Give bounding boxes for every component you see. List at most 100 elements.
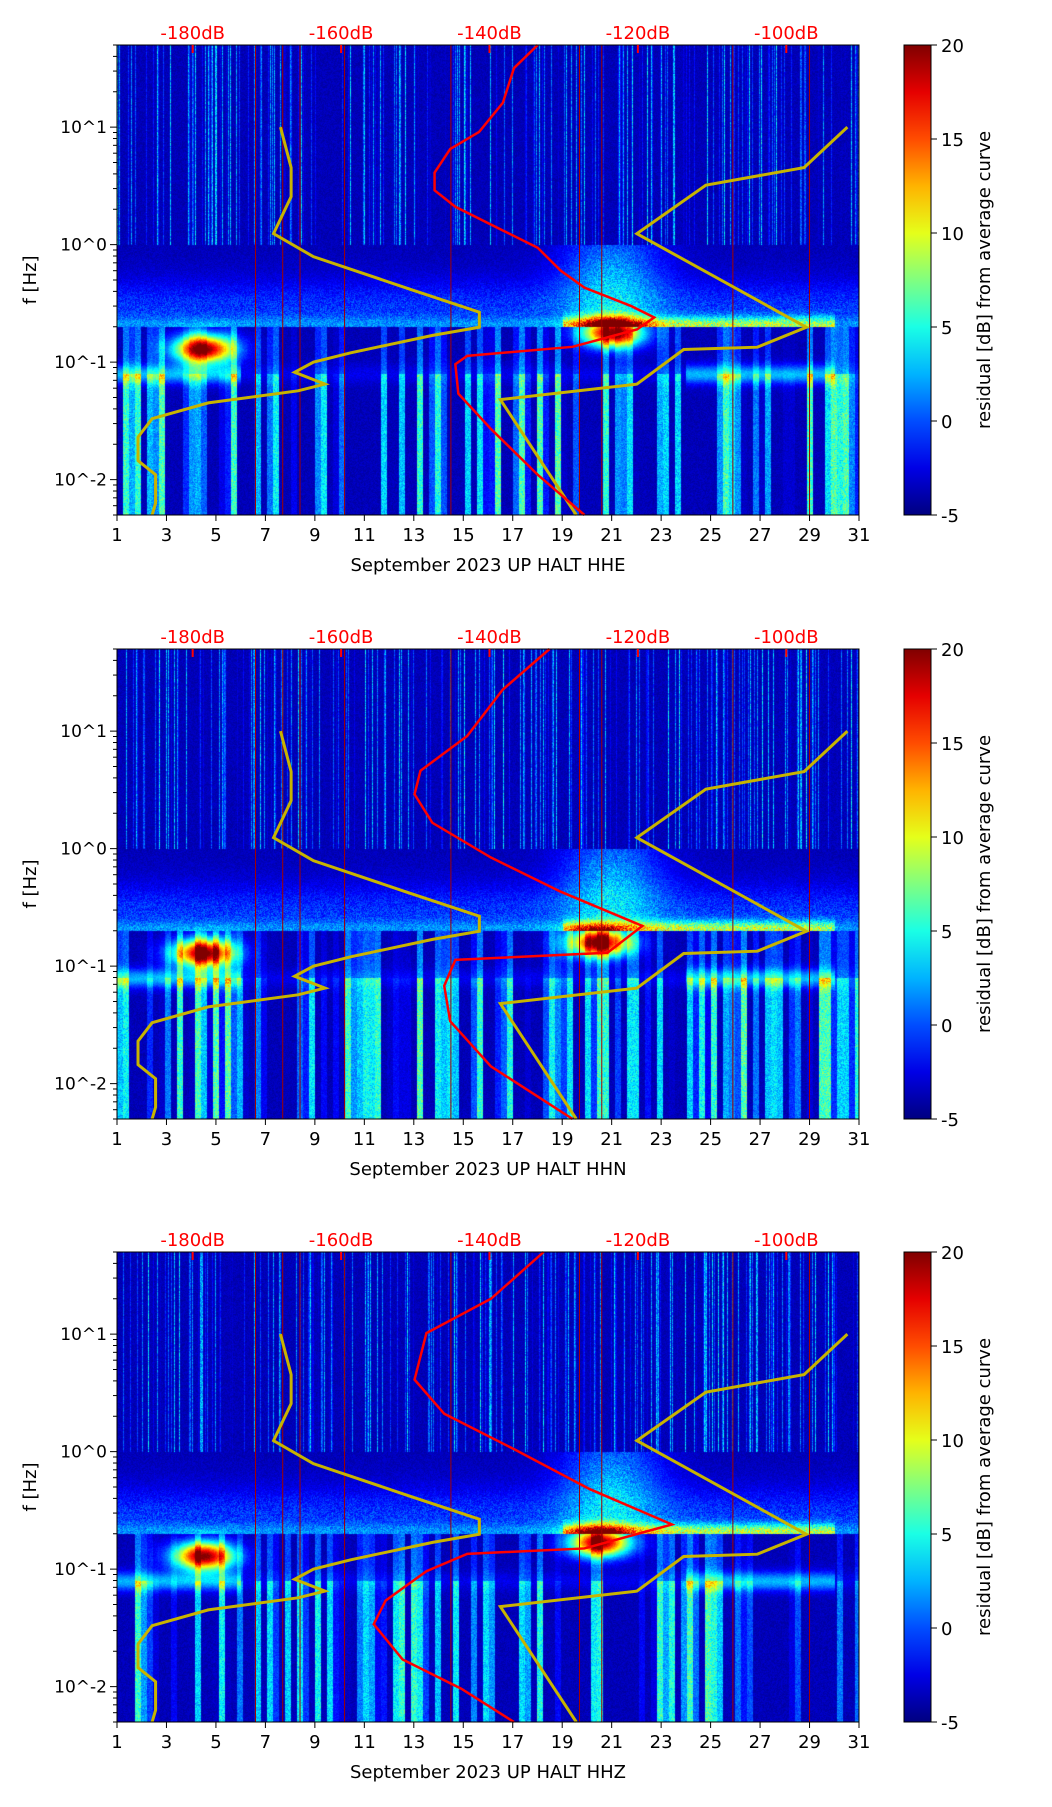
spectrogram-image [117, 45, 859, 515]
x-tick-label: 13 [402, 1129, 425, 1150]
x-tick-label: 17 [501, 1129, 524, 1150]
plot-frame [116, 44, 860, 516]
colorbar-tick-label: -5 [941, 1110, 959, 1131]
y-axis-label: f [Hz] [20, 255, 41, 304]
yellow-reference-curve-left [136, 126, 481, 516]
top-db-tick-label: -100dB [754, 23, 819, 44]
x-tick-label: 17 [501, 1732, 524, 1753]
x-tick-label: 21 [600, 525, 623, 546]
colorbar [903, 648, 932, 1120]
x-tick-label: 25 [699, 1732, 722, 1753]
panel-hhz: -180dB -160dB -140dB -120dB -100dB 1 3 5 7 9 11 13 1… [0, 1207, 1052, 1807]
x-tick-label: 19 [551, 525, 574, 546]
y-tick-label: 10^-2 [54, 1678, 107, 1698]
x-axis-label: September 2023 UP HALT HHE [350, 555, 625, 576]
y-axis-label: f [Hz] [20, 1462, 41, 1511]
top-db-tick-label: -100dB [754, 627, 819, 648]
x-tick-label: 11 [353, 1129, 376, 1150]
colorbar-tick-label: -5 [941, 1713, 959, 1734]
x-tick-label: 27 [749, 525, 772, 546]
x-tick-label: 7 [260, 1732, 271, 1753]
x-tick-label: 27 [749, 1129, 772, 1150]
colorbar-tick-label: 5 [941, 318, 952, 339]
top-db-tick-label: -160dB [309, 23, 374, 44]
colorbar-tick-label: 20 [941, 1243, 964, 1264]
colorbar-tick-label: 15 [941, 734, 964, 755]
x-tick-label: 21 [600, 1732, 623, 1753]
colorbar-tick-label: 5 [941, 1525, 952, 1546]
x-tick-label: 1 [111, 525, 122, 546]
x-tick-label: 3 [161, 1129, 172, 1150]
y-tick-label: 10^0 [60, 236, 107, 256]
colorbar-tick-label: -5 [941, 506, 959, 527]
top-db-tick-label: -120dB [606, 627, 671, 648]
x-tick-label: 23 [650, 525, 673, 546]
top-db-tick-label: -100dB [754, 1230, 819, 1251]
spectrogram-image [117, 1252, 859, 1722]
x-tick-label: 19 [551, 1129, 574, 1150]
top-db-tick-label: -120dB [606, 1230, 671, 1251]
panel-hhn: -180dB -160dB -140dB -120dB -100dB 1 3 5 7 9 11 13 1… [0, 604, 1052, 1204]
x-tick-label: 27 [749, 1732, 772, 1753]
colorbar-tick-label: 10 [941, 828, 964, 849]
colorbar [903, 44, 932, 516]
colorbar-tick-label: 5 [941, 922, 952, 943]
x-tick-label: 9 [309, 1732, 320, 1753]
x-tick-label: 9 [309, 525, 320, 546]
x-tick-label: 11 [353, 1732, 376, 1753]
x-tick-label: 7 [260, 1129, 271, 1150]
x-tick-label: 13 [402, 525, 425, 546]
x-tick-label: 31 [848, 1129, 871, 1150]
x-tick-label: 15 [452, 525, 475, 546]
x-tick-label: 29 [798, 1732, 821, 1753]
x-tick-label: 5 [210, 525, 221, 546]
x-tick-label: 15 [452, 1732, 475, 1753]
colorbar-tick-label: 0 [941, 1016, 952, 1037]
y-tick-label: 10^0 [60, 840, 107, 860]
colorbar-tick-label: 20 [941, 36, 964, 57]
x-tick-label: 31 [848, 525, 871, 546]
yellow-reference-curve-left [136, 730, 481, 1120]
x-tick-label: 3 [161, 525, 172, 546]
yellow-reference-curve-right [497, 126, 849, 516]
top-db-tick-label: -160dB [309, 627, 374, 648]
yellow-reference-curve-left [136, 1333, 481, 1723]
x-tick-label: 21 [600, 1129, 623, 1150]
top-db-tick-label: -180dB [160, 1230, 225, 1251]
colorbar-tick-label: 10 [941, 224, 964, 245]
x-tick-label: 5 [210, 1129, 221, 1150]
plot-frame [116, 1251, 860, 1723]
top-db-tick-label: -180dB [160, 627, 225, 648]
x-tick-label: 5 [210, 1732, 221, 1753]
x-tick-label: 1 [111, 1129, 122, 1150]
yellow-reference-curve-right [497, 730, 849, 1120]
colorbar-label: residual [dB] from average curve [974, 131, 995, 429]
colorbar [903, 1251, 932, 1723]
x-tick-label: 17 [501, 525, 524, 546]
x-tick-label: 31 [848, 1732, 871, 1753]
y-tick-label: 10^1 [60, 722, 107, 742]
x-tick-label: 11 [353, 525, 376, 546]
colorbar-label: residual [dB] from average curve [974, 735, 995, 1033]
x-tick-label: 19 [551, 1732, 574, 1753]
colorbar-tick-label: 0 [941, 1619, 952, 1640]
colorbar-tick-label: 15 [941, 130, 964, 151]
red-psd-curve [413, 648, 645, 1121]
top-db-tick-label: -140dB [457, 23, 522, 44]
x-tick-label: 7 [260, 525, 271, 546]
plot-frame [116, 648, 860, 1120]
spectrogram-image [117, 649, 859, 1119]
x-tick-label: 9 [309, 1129, 320, 1150]
x-tick-label: 25 [699, 1129, 722, 1150]
y-tick-label: 10^1 [60, 118, 107, 138]
x-tick-label: 3 [161, 1732, 172, 1753]
y-tick-label: 10^1 [60, 1325, 107, 1345]
x-tick-label: 29 [798, 525, 821, 546]
x-tick-label: 25 [699, 525, 722, 546]
colorbar-tick-label: 0 [941, 412, 952, 433]
y-axis-label: f [Hz] [20, 859, 41, 908]
y-tick-label: 10^-2 [54, 471, 107, 491]
y-tick-label: 10^0 [60, 1443, 107, 1463]
colorbar-tick-label: 20 [941, 640, 964, 661]
